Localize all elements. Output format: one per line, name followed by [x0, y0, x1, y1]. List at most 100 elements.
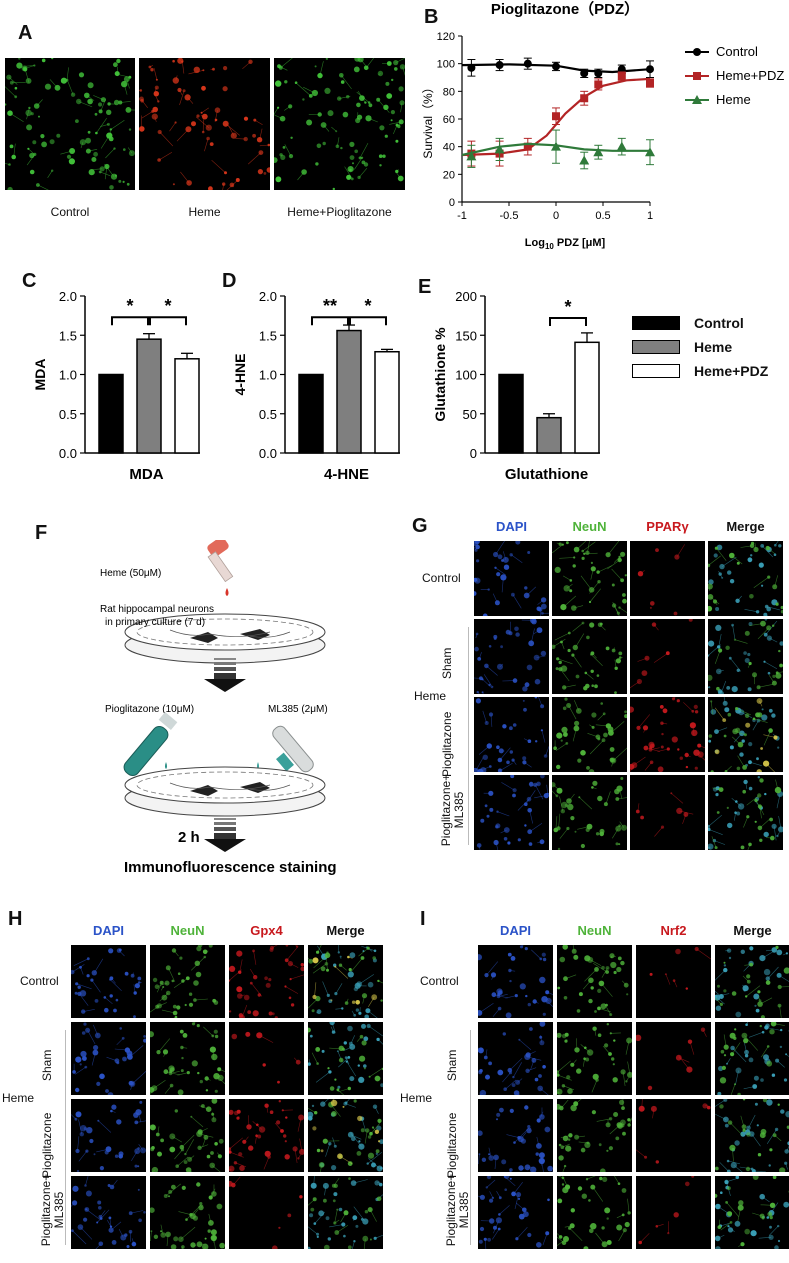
b-ytick-label: 80 — [443, 86, 455, 98]
chart-b-ylabel: Survival（%） — [421, 81, 435, 158]
micro-grid-i-r0-c3 — [715, 945, 789, 1018]
sig-label: * — [164, 296, 171, 316]
b-point — [616, 141, 627, 151]
xlabel: 4-HNE — [324, 466, 369, 483]
pioglitazone-dose: Pioglitazone (10μM) — [105, 704, 194, 715]
sig-label: * — [126, 296, 133, 316]
b-xtick-label: -1 — [457, 210, 467, 222]
bar-Control — [498, 373, 524, 454]
micro-grid-h-r2-c3 — [308, 1099, 383, 1172]
b-point — [617, 65, 626, 74]
micro-grid-g-r0-c2 — [630, 541, 705, 616]
bar-Heme+PDZ — [574, 341, 600, 454]
micro-grid-g-r3-c1 — [552, 775, 627, 850]
ytick-label: 0 — [470, 446, 477, 461]
micro-grid-i-r0-c0 — [478, 945, 553, 1018]
b-point — [580, 94, 589, 103]
b-point — [646, 79, 654, 88]
col-header-merge: Merge — [733, 923, 772, 938]
micro-grid-g-r0-c0 — [474, 541, 549, 616]
micro-grid-g-r2-c0 — [474, 697, 549, 772]
micro-grid-h-r0-c3 — [308, 945, 383, 1018]
sig-bracket — [311, 316, 349, 326]
col-header-neun: NeuN — [577, 923, 612, 938]
sig-label: * — [564, 297, 571, 317]
ytick-label: 1.5 — [259, 328, 277, 343]
xlabel: MDA — [129, 466, 163, 483]
micro-grid-g-r1-c3 — [708, 619, 783, 694]
dropper-icon — [207, 540, 234, 596]
sig-label: * — [364, 296, 371, 316]
micro-grid-g-r2-c3 — [708, 697, 783, 772]
col-header-gpx4: Gpx4 — [250, 923, 283, 938]
ylabel: MDA — [32, 359, 48, 391]
micrograph-heme-pioglitazone — [274, 58, 405, 190]
tube-pioglitazone-icon — [123, 712, 178, 776]
row-label-pioglitazone-ml385: Pioglitazone+ ML385 — [439, 773, 466, 846]
row-label-pioglitazone-ml385: Pioglitazone+ ML385 — [39, 1173, 66, 1246]
arrow-down-icon — [204, 658, 246, 692]
panel-label-c: C — [22, 270, 37, 292]
micro-grid-h-r2-c2 — [229, 1099, 304, 1172]
b-point — [466, 151, 477, 161]
row-label-control: Control — [422, 570, 461, 585]
row-label-control: Control — [420, 973, 459, 988]
b-ytick-label: 40 — [443, 142, 455, 154]
ytick-label: 50 — [463, 407, 477, 422]
legend-heme: Heme — [716, 92, 751, 107]
xlabel: Glutathione — [505, 466, 588, 483]
micro-grid-i-r1-c1 — [557, 1022, 632, 1095]
micro-grid-h-r3-c1 — [150, 1176, 225, 1249]
row-label-pioglitazone-ml385: Pioglitazone+ ML385 — [444, 1173, 471, 1246]
b-point — [645, 147, 655, 157]
ytick-label: 1.0 — [259, 368, 277, 383]
micro-grid-h-r1-c1 — [150, 1022, 225, 1095]
bar-Heme+PDZ — [374, 350, 400, 454]
b-point — [580, 69, 589, 78]
bar-Heme — [136, 338, 162, 454]
micro-grid-i-r3-c2 — [636, 1176, 711, 1249]
micrograph-heme — [139, 58, 270, 190]
b-ytick-label: 20 — [443, 169, 455, 181]
sig-label: ** — [323, 296, 337, 316]
row-label-sham: Sham — [40, 1049, 54, 1081]
row-label-sham: Sham — [445, 1049, 459, 1081]
time-label: 2 h — [178, 829, 200, 846]
chart-b-xlabel: Log10 PDZ [μM] — [525, 237, 606, 251]
culture-dish-icon — [124, 613, 326, 664]
sig-bracket — [111, 316, 149, 326]
ylabel: 4-HNE — [232, 353, 248, 395]
micro-grid-i-r2-c2 — [636, 1099, 711, 1172]
col-header-pparγ: PPARγ — [646, 519, 689, 534]
micro-grid-g-r1-c0 — [474, 619, 549, 694]
col-header-neun: NeuN — [572, 519, 607, 534]
col-header-merge: Merge — [326, 923, 365, 938]
bar-legend-control: Control — [632, 312, 768, 334]
micro-grid-i-r2-c0 — [478, 1099, 553, 1172]
legend-heme-pdz: Heme+PDZ — [716, 68, 784, 83]
cells-line1: Rat hippocampal neurons — [100, 604, 214, 615]
micro-grid-h-r1-c3 — [308, 1022, 383, 1095]
micro-grid-i-r2-c3 — [715, 1099, 789, 1172]
b-point — [467, 63, 476, 72]
ytick-label: 0.0 — [59, 446, 77, 461]
caption-heme-pioglitazone: Heme+Pioglitazone — [287, 205, 392, 219]
b-fit-Heme+PDZ — [461, 77, 651, 157]
micro-grid-h-r1-c0 — [71, 1022, 146, 1095]
b-ytick-label: 100 — [437, 59, 455, 71]
bar-Heme — [536, 416, 562, 454]
panel-label-b: B — [424, 6, 439, 28]
bar-Heme — [336, 329, 362, 454]
ytick-label: 2.0 — [59, 289, 77, 304]
micro-grid-i-r3-c3 — [715, 1176, 789, 1249]
ml385-dose: ML385 (2μM) — [268, 704, 328, 715]
ytick-label: 0.0 — [259, 446, 277, 461]
chart-c: 0.0 0.5 1.0 1.5 2.0 MDA MDA * * — [32, 289, 200, 483]
ytick-label: 200 — [455, 289, 477, 304]
caption-control: Control — [50, 205, 90, 219]
micro-grid-g-r0-c3 — [708, 541, 783, 616]
panel-label-e: E — [418, 276, 432, 298]
b-point — [523, 59, 532, 68]
b-point — [494, 144, 505, 154]
